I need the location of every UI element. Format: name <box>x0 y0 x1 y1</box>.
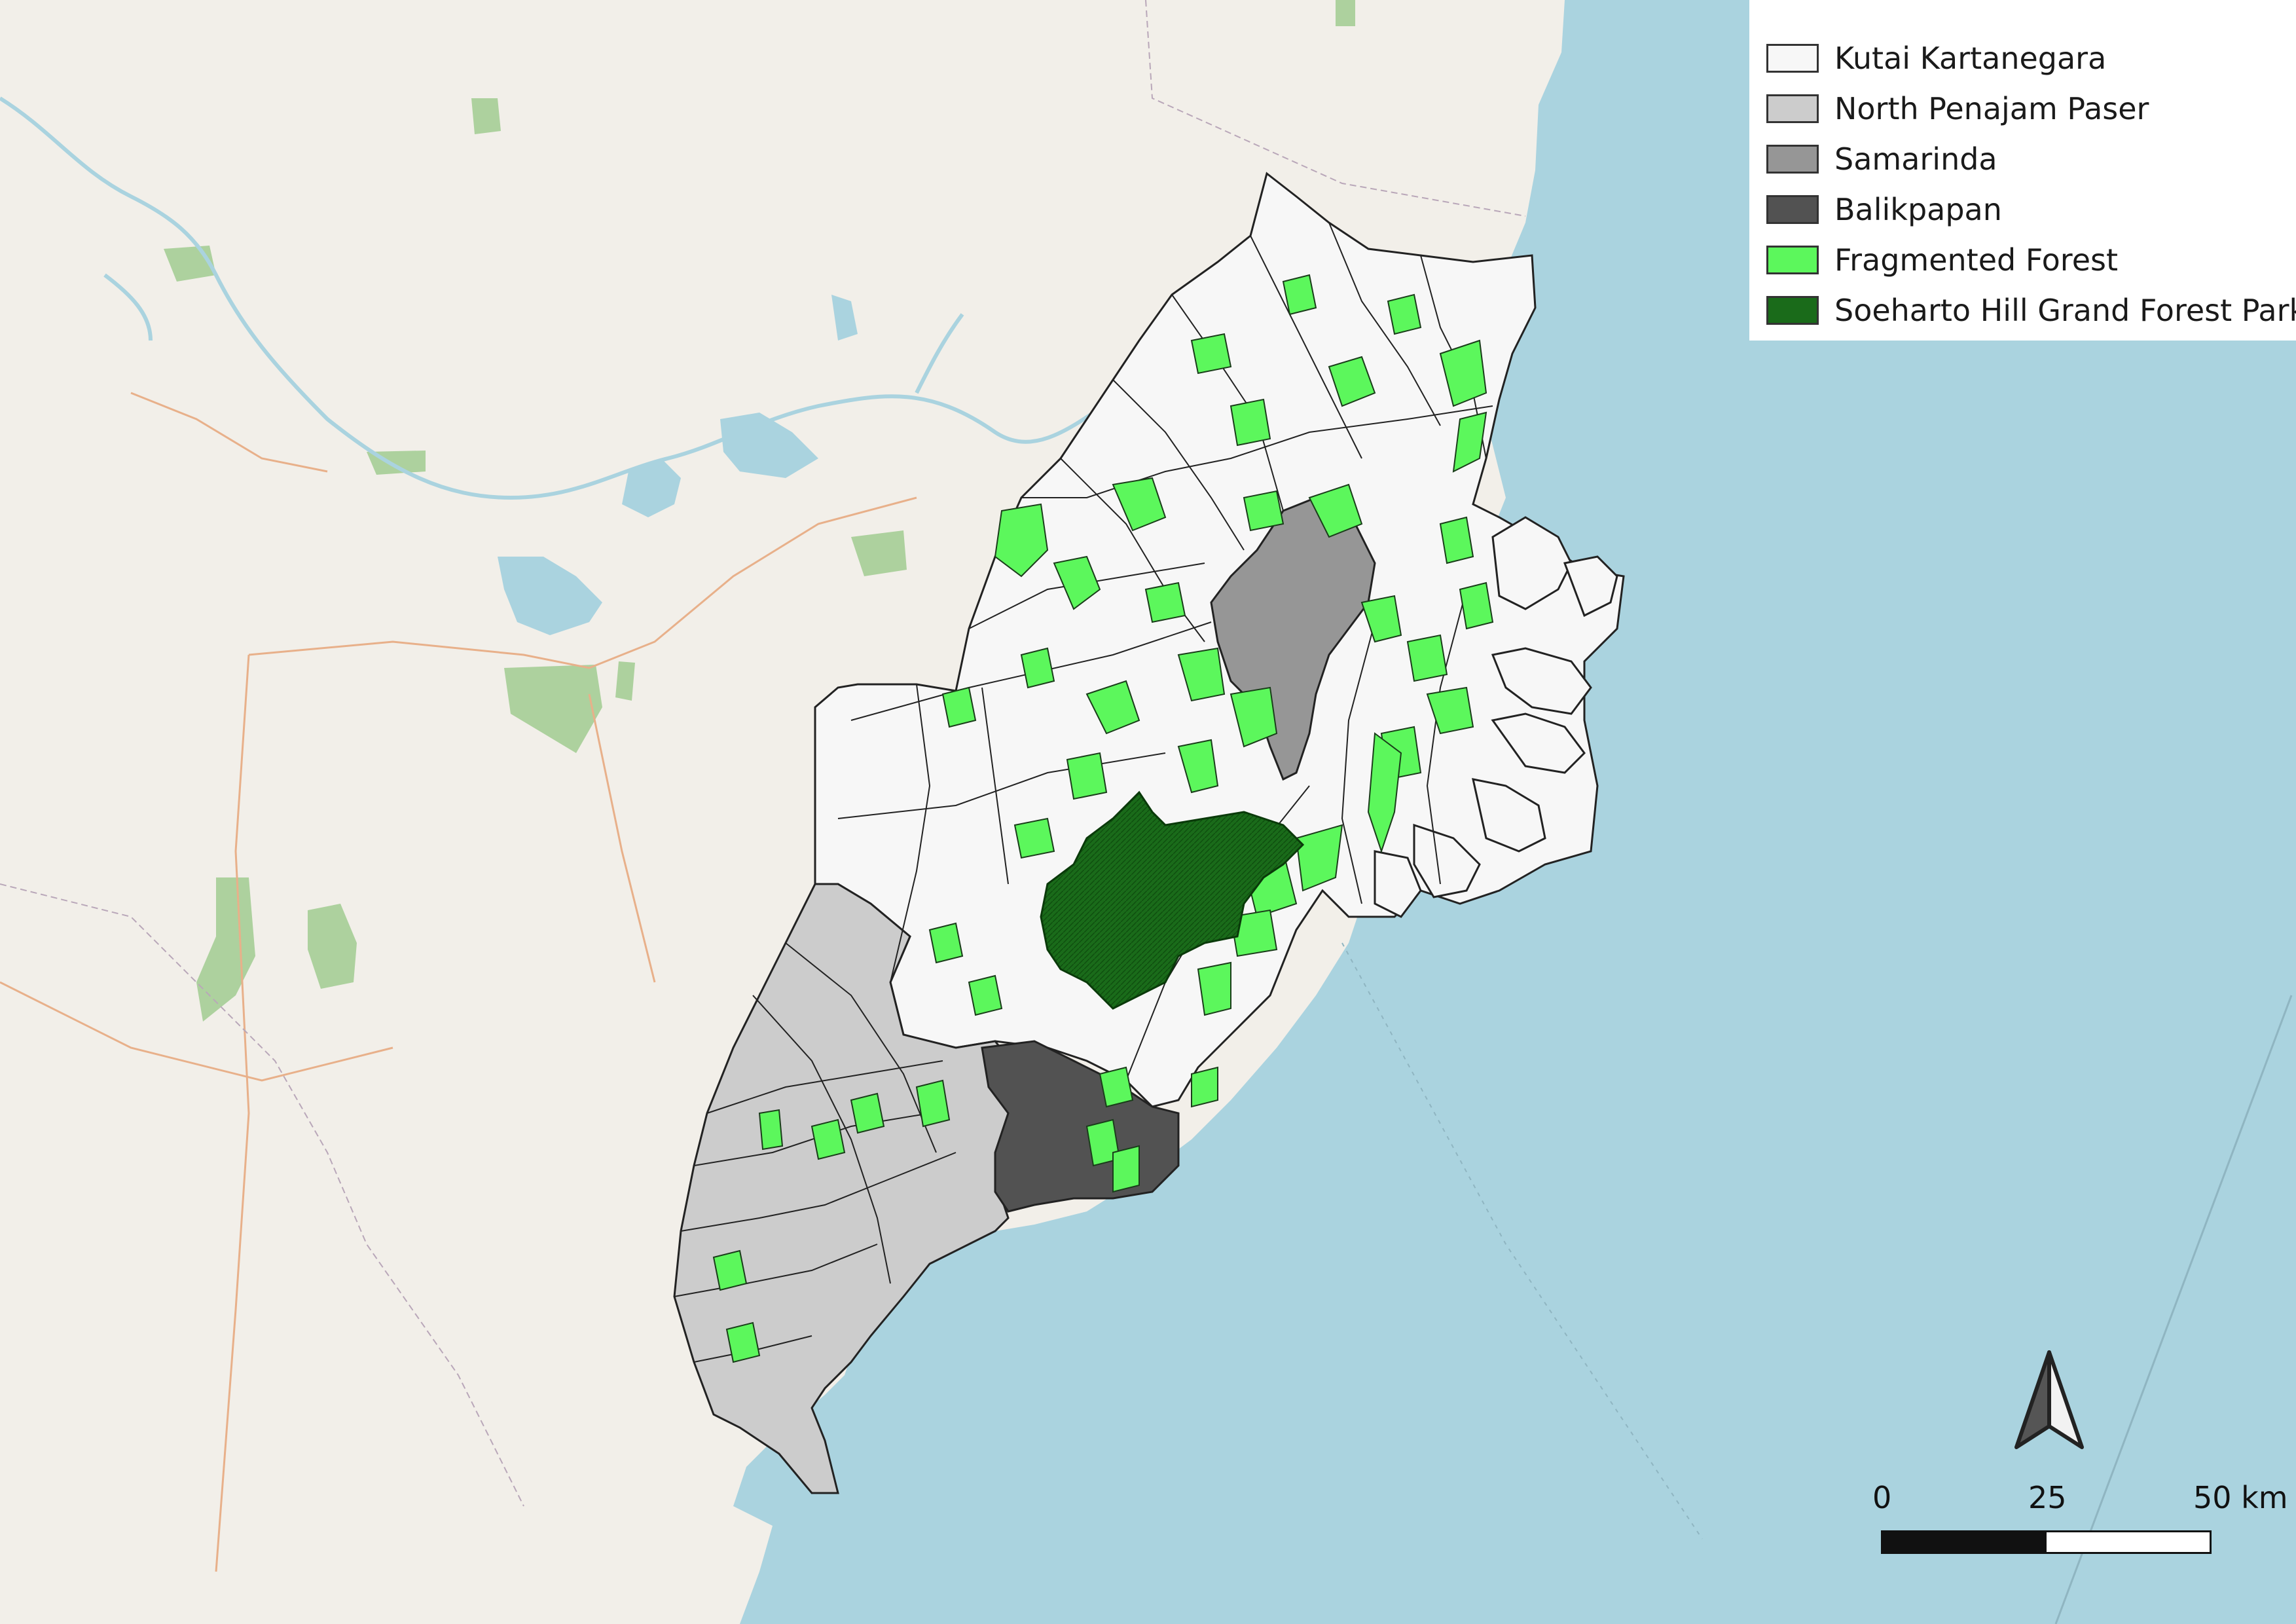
legend-item-kutai-kartanegara: Kutai Kartanegara <box>1766 33 2296 83</box>
legend-label: Kutai Kartanegara <box>1834 40 2107 76</box>
soeharto-hill-grand-forest-park[interactable] <box>1040 790 1305 1010</box>
legend-item-samarinda: Samarinda <box>1766 134 2296 184</box>
scale-label-0: 0 <box>1872 1480 1892 1515</box>
legend-swatch <box>1766 245 1819 274</box>
legend-label: Samarinda <box>1834 141 1997 177</box>
legend-item-fragmented-forest: Fragmented Forest <box>1766 234 2296 285</box>
roads <box>0 392 917 1572</box>
legend-label: Soeharto Hill Grand Forest Park <box>1834 292 2296 328</box>
legend-swatch <box>1766 94 1819 123</box>
region-samarinda[interactable] <box>1210 496 1376 781</box>
region-north-penajam-paser[interactable] <box>673 883 1023 1494</box>
north-arrow-icon <box>2014 1350 2084 1449</box>
legend-label: Fragmented Forest <box>1834 242 2119 278</box>
legend-swatch <box>1766 43 1819 73</box>
legend-label: Balikpapan <box>1834 191 2002 227</box>
mahakam-delta <box>1374 516 1618 918</box>
maritime-line <box>2054 995 2293 1624</box>
legend-swatch <box>1766 194 1819 224</box>
map-legend: Kutai Kartanegara North Penajam Paser Sa… <box>1749 0 2296 341</box>
legend-label: North Penajam Paser <box>1834 90 2149 126</box>
legend-swatch <box>1766 144 1819 174</box>
legend-item-soeharto-hill-park: Soeharto Hill Grand Forest Park <box>1766 285 2296 335</box>
fragmented-forest <box>712 274 1494 1363</box>
legend-item-north-penajam-paser: North Penajam Paser <box>1766 83 2296 134</box>
scale-bar-black-segment <box>1883 1532 2047 1552</box>
legend-item-balikpapan: Balikpapan <box>1766 184 2296 234</box>
scale-bar-white-segment <box>2046 1532 2210 1552</box>
maritime-line <box>1341 942 1703 1540</box>
rivers <box>0 96 1245 500</box>
admin-boundaries <box>0 0 1526 1507</box>
legend-swatch <box>1766 295 1819 325</box>
lakes <box>498 295 858 635</box>
scale-label-50: 50 km <box>2193 1480 2288 1515</box>
scale-bar <box>1881 1530 2212 1554</box>
scale-label-25: 25 <box>2028 1480 2067 1515</box>
